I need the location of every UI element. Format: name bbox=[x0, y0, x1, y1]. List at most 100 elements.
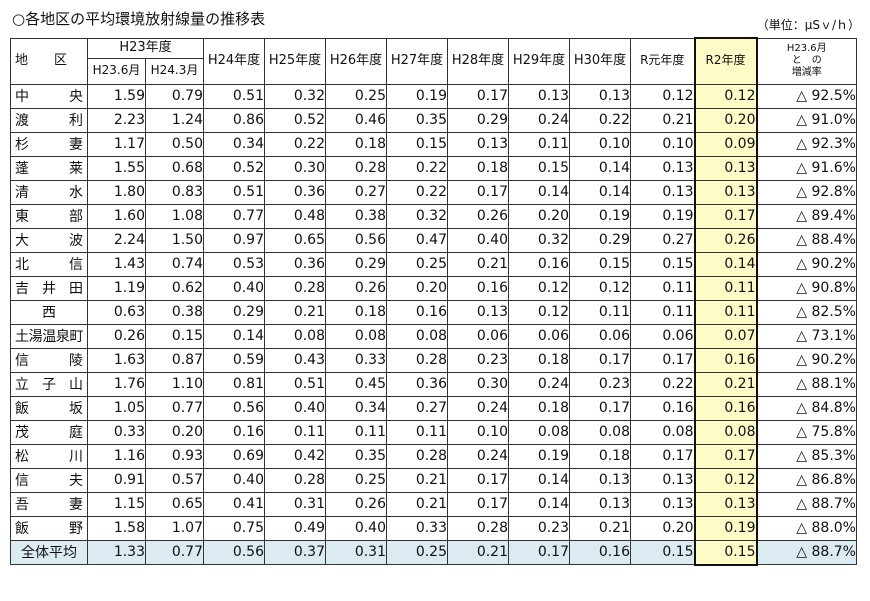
value-cell: 0.36 bbox=[386, 371, 448, 397]
value-cell: 0.20 bbox=[145, 419, 204, 445]
value-cell: 1.60 bbox=[87, 203, 146, 229]
area-name: 飯野 bbox=[10, 515, 88, 541]
value-cell: 0.13 bbox=[630, 179, 695, 205]
value-cell: 0.28 bbox=[386, 347, 448, 373]
rate-cell: △ 92.5% bbox=[756, 83, 857, 109]
value-cell: 0.41 bbox=[203, 491, 265, 517]
value-cell: 0.08 bbox=[386, 323, 448, 349]
area-name: 清水 bbox=[10, 179, 88, 205]
value-cell: 0.52 bbox=[203, 155, 265, 181]
value-cell: 0.17 bbox=[693, 443, 758, 469]
value-cell: 1.76 bbox=[87, 371, 146, 397]
header-r1: R元年度 bbox=[630, 37, 695, 85]
value-cell: 0.06 bbox=[447, 323, 509, 349]
value-cell: 0.14 bbox=[693, 251, 758, 277]
value-cell: 0.06 bbox=[508, 323, 570, 349]
value-cell: 0.32 bbox=[264, 83, 326, 109]
value-cell: 0.16 bbox=[630, 395, 695, 421]
value-cell: 0.13 bbox=[508, 83, 570, 109]
value-cell: 1.07 bbox=[145, 515, 204, 541]
value-cell: 0.49 bbox=[264, 515, 326, 541]
value-cell: 0.25 bbox=[386, 251, 448, 277]
value-cell: 0.40 bbox=[264, 395, 326, 421]
header-h27: H27年度 bbox=[386, 37, 448, 85]
value-cell: 0.30 bbox=[447, 371, 509, 397]
value-cell: 0.30 bbox=[264, 155, 326, 181]
table-row: 北信 1.43 0.74 0.53 0.36 0.29 0.25 0.21 0.16 0.15 0.… bbox=[10, 251, 857, 277]
value-cell: 0.12 bbox=[630, 83, 695, 109]
value-cell: 0.51 bbox=[203, 83, 265, 109]
value-cell: 0.15 bbox=[569, 251, 631, 277]
area-name: 吉井田 bbox=[10, 275, 88, 301]
value-cell: 0.21 bbox=[386, 491, 448, 517]
table-row: 西 0.63 0.38 0.29 0.21 0.18 0.16 0.13 0.12 0.11 0.1… bbox=[10, 299, 857, 325]
value-cell: 0.13 bbox=[693, 155, 758, 181]
header-h26: H26年度 bbox=[325, 37, 387, 85]
value-cell: 1.08 bbox=[145, 203, 204, 229]
value-cell: 0.33 bbox=[325, 347, 387, 373]
value-cell: 0.17 bbox=[630, 347, 695, 373]
value-cell: 0.40 bbox=[447, 227, 509, 253]
value-cell: 0.15 bbox=[693, 539, 758, 566]
area-name: 杉妻 bbox=[10, 131, 88, 157]
value-cell: 0.53 bbox=[203, 251, 265, 277]
value-cell: 0.63 bbox=[87, 299, 146, 325]
value-cell: 0.32 bbox=[508, 227, 570, 253]
rate-cell: △ 88.0% bbox=[756, 515, 857, 541]
value-cell: 0.65 bbox=[264, 227, 326, 253]
value-cell: 0.24 bbox=[447, 395, 509, 421]
rate-cell: △ 88.1% bbox=[756, 371, 857, 397]
area-name: 飯坂 bbox=[10, 395, 88, 421]
value-cell: 0.26 bbox=[325, 491, 387, 517]
value-cell: 0.18 bbox=[508, 347, 570, 373]
rate-cell: △ 90.8% bbox=[756, 275, 857, 301]
value-cell: 0.29 bbox=[325, 251, 387, 277]
table-row: 信夫 0.91 0.57 0.40 0.28 0.25 0.21 0.17 0.14 0.13 0.… bbox=[10, 467, 857, 493]
value-cell: 0.12 bbox=[508, 275, 570, 301]
value-cell: 0.08 bbox=[508, 419, 570, 445]
value-cell: 0.35 bbox=[325, 443, 387, 469]
value-cell: 0.28 bbox=[264, 275, 326, 301]
value-cell: 0.28 bbox=[447, 515, 509, 541]
header-h25: H25年度 bbox=[264, 37, 326, 85]
value-cell: 0.32 bbox=[386, 203, 448, 229]
value-cell: 0.28 bbox=[386, 443, 448, 469]
value-cell: 0.17 bbox=[447, 179, 509, 205]
value-cell: 0.25 bbox=[325, 83, 387, 109]
rate-cell: △ 91.6% bbox=[756, 155, 857, 181]
unit-label: （単位：μSｖ/ｈ） bbox=[756, 18, 860, 32]
value-cell: 0.13 bbox=[630, 491, 695, 517]
value-cell: 0.27 bbox=[325, 179, 387, 205]
value-cell: 2.24 bbox=[87, 227, 146, 253]
rate-cell: △ 75.8% bbox=[756, 419, 857, 445]
header-h23-6: H23.6月 bbox=[87, 57, 146, 85]
value-cell: 0.10 bbox=[569, 131, 631, 157]
value-cell: 0.15 bbox=[630, 251, 695, 277]
value-cell: 0.77 bbox=[203, 203, 265, 229]
rate-cell: △ 88.4% bbox=[756, 227, 857, 253]
value-cell: 0.79 bbox=[145, 83, 204, 109]
value-cell: 0.50 bbox=[145, 131, 204, 157]
rate-cell: △ 86.8% bbox=[756, 467, 857, 493]
value-cell: 0.14 bbox=[569, 179, 631, 205]
value-cell: 0.22 bbox=[264, 131, 326, 157]
area-name: 吾妻 bbox=[10, 491, 88, 517]
value-cell: 0.11 bbox=[630, 275, 695, 301]
table-row: 信陵 1.63 0.87 0.59 0.43 0.33 0.28 0.23 0.18 0.17 0.… bbox=[10, 347, 857, 373]
value-cell: 0.12 bbox=[693, 83, 758, 109]
value-cell: 1.16 bbox=[87, 443, 146, 469]
value-cell: 0.14 bbox=[203, 323, 265, 349]
value-cell: 0.75 bbox=[203, 515, 265, 541]
value-cell: 0.20 bbox=[630, 515, 695, 541]
value-cell: 0.34 bbox=[203, 131, 265, 157]
value-cell: 0.21 bbox=[264, 299, 326, 325]
rate-cell: △ 73.1% bbox=[756, 323, 857, 349]
value-cell: 0.13 bbox=[693, 491, 758, 517]
value-cell: 1.80 bbox=[87, 179, 146, 205]
value-cell: 0.08 bbox=[264, 323, 326, 349]
value-cell: 0.11 bbox=[693, 275, 758, 301]
value-cell: 0.15 bbox=[145, 323, 204, 349]
value-cell: 0.13 bbox=[569, 83, 631, 109]
value-cell: 1.63 bbox=[87, 347, 146, 373]
value-cell: 1.33 bbox=[87, 539, 146, 565]
